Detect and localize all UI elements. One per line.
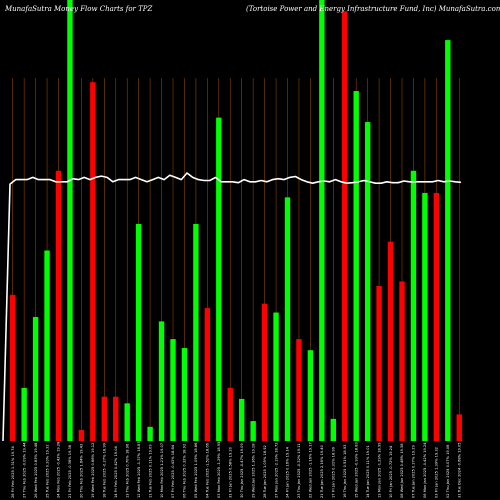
x-tick-label: 14 Tue Jan 2025 0.11% 19.01 — [366, 445, 370, 498]
x-tick-label: 15 Wed Jan 2025 -0.93% 18.83 — [354, 442, 358, 498]
money-flow-bar — [250, 421, 255, 441]
money-flow-bar — [331, 419, 336, 441]
x-tick-label: 27 Thu Feb 2025 -0.09% 19.44 — [22, 442, 26, 498]
money-flow-bar — [376, 286, 381, 441]
money-flow-bar — [113, 397, 118, 441]
money-flow-bar — [21, 388, 26, 441]
x-tick-label: 22 Wed Jan 2025 -1.16% 19.17 — [309, 442, 313, 498]
x-tick-label: 02 Thu Jan 2025 0.07% 19.06 — [446, 444, 450, 498]
x-tick-label: 31 Tue Dec 2024 -0.68% 19.05 — [457, 442, 461, 498]
x-tick-label: 12 Wed Feb 2025 -1.37% 18.83 — [137, 441, 141, 498]
x-tick-label: 23 Thu Jan 2025 -0.32% 19.11 — [297, 443, 301, 498]
money-flow-bar — [445, 40, 450, 441]
x-tick-label: 03 Mon Feb 2025 -1.29% 18.95 — [217, 442, 221, 498]
x-tick-label: 06 Mon Jan 2025 -0.42% 19.24 — [423, 442, 427, 498]
x-tick-label: 30 Thu Jan 2025 -0.47% 19.09 — [240, 443, 244, 498]
x-tick-label: 10 Fri Jan 2025 -0.72% 19.24 — [389, 445, 393, 498]
x-tick-label: 13 Mon Jan 2025 -1.29% 18.99 — [377, 442, 381, 498]
money-flow-bar — [296, 339, 301, 441]
money-flow-bar — [44, 251, 49, 441]
x-tick-label: 28 Fri Feb 2025 1.31% 19.74 — [11, 446, 15, 498]
money-flow-bar — [182, 348, 187, 441]
money-flow-bar — [365, 122, 370, 441]
money-flow-bar — [388, 242, 393, 441]
x-tick-label: 19 Wed Feb 2025 0.66% 19.12 — [91, 443, 95, 498]
x-tick-label: 05 Wed Feb 2025 1.09% 18.86 — [194, 442, 198, 498]
x-tick-label: 07 Tue Jan 2025 0.27% 19.29 — [412, 444, 416, 498]
x-tick-label: 06 Thu Feb 2025 0.32% 18.92 — [183, 444, 187, 498]
money-flow-bar — [457, 414, 462, 441]
x-tick-label: 20 Thu Feb 2025 1.64% 19.43 — [80, 444, 84, 498]
money-flow-bar — [33, 317, 38, 441]
money-flow-bar — [239, 399, 244, 441]
money-flow-bar — [125, 403, 130, 441]
money-flow-bar — [205, 308, 210, 441]
chart-title-left: MunafaSutra Money Flow Charts for TPZ — [4, 5, 152, 13]
money-flow-bar — [147, 427, 152, 441]
x-tick-label: 14 Fri Feb 2025 0.42% 19.04 — [114, 446, 118, 498]
x-tick-label: 21 Fri Feb 2025 -0.36% 19.36 — [68, 444, 72, 498]
money-flow-bar — [342, 11, 347, 441]
x-tick-label: 18 Tue Feb 2025 -0.27% 18.99 — [103, 442, 107, 498]
x-tick-label: 03 Fri Jan 2025 1.39% 19.32 — [435, 447, 439, 498]
money-flow-bar — [10, 295, 15, 441]
money-flow-bar — [422, 193, 427, 441]
x-tick-label: 27 Mon Jan 2025 -2.19% 18.72 — [274, 442, 278, 498]
money-flow-bar — [399, 282, 404, 441]
x-tick-label: 17 Fri Jan 2025 0.31% 18.99 — [332, 446, 336, 498]
x-tick-label: 29 Wed Jan 2025 1.36% 19.18 — [251, 443, 255, 498]
x-tick-label: 11 Tue Feb 2025 0.11% 19.09 — [148, 444, 152, 498]
x-tick-label: 25 Tue Feb 2025 0.20% 19.32 — [45, 444, 49, 498]
x-tick-label: 04 Tue Feb 2025 -1.52% 18.66 — [206, 442, 210, 498]
money-flow-bar — [159, 321, 164, 441]
x-tick-label: 08 Wed Jan 2025 0.48% 19.38 — [400, 443, 404, 498]
chart-title-right: (Tortoise Power and Energy Infrastructur… — [246, 5, 500, 13]
money-flow-bar — [136, 224, 141, 441]
x-tick-label: 24 Mon Feb 2025 -0.42% 19.28 — [57, 441, 61, 498]
money-flow-bar — [90, 82, 95, 441]
money-flow-bar — [434, 193, 439, 441]
x-tick-label: 16 Thu Jan 2025 0.51% 18.93 — [343, 445, 347, 498]
x-tick-label: 24 Fri Jan 2025 0.16% 19.14 — [286, 446, 290, 498]
money-flow-bar — [102, 397, 107, 441]
money-flow-bar — [216, 118, 221, 441]
money-flow-bar — [67, 0, 72, 441]
x-tick-label: 31 Fri Jan 2025 0.58% 19.20 — [228, 446, 232, 498]
money-flow-bar — [319, 0, 324, 441]
x-tick-label: 10 Mon Feb 2025 1.21% 19.07 — [160, 443, 164, 498]
x-tick-label: 07 Fri Feb 2025 -0.43% 18.84 — [171, 444, 175, 498]
money-flow-bar — [56, 171, 61, 441]
x-tick-label: 21 Tue Jan 2025 2.16% 19.40 — [320, 444, 324, 498]
money-flow-bar — [79, 430, 84, 441]
money-flow-bar — [228, 388, 233, 441]
money-flow-bar — [308, 350, 313, 441]
money-flow-bar — [285, 197, 290, 441]
money-flow-bar — [273, 313, 278, 441]
money-flow-bar — [411, 171, 416, 441]
money-flow-bar — [170, 339, 175, 441]
x-tick-label: 13 Thu Feb 2025 0.70% 18.96 — [125, 443, 129, 498]
money-flow-bar — [193, 224, 198, 441]
x-tick-label: 28 Tue Jan 2025 1.05% 18.92 — [263, 445, 267, 498]
money-flow-bar — [354, 91, 359, 441]
money-flow-bar — [262, 304, 267, 441]
x-tick-label: 26 Wed Feb 2025 0.83% 19.48 — [34, 442, 38, 498]
